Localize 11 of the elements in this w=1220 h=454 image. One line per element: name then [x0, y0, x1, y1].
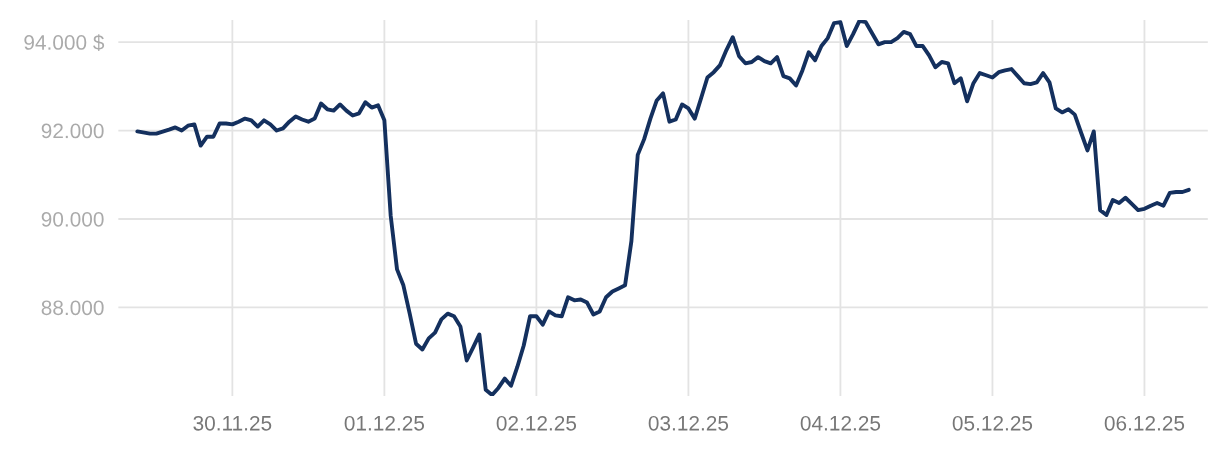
x-tick-label: 01.12.25: [344, 415, 425, 431]
x-tick-label: 05.12.25: [952, 415, 1033, 431]
x-tick-label: 30.11.25: [193, 415, 272, 431]
x-tick-label: 04.12.25: [800, 415, 881, 431]
x-tick-label: 06.12.25: [1104, 415, 1185, 431]
y-tick-label: 94.000 $: [24, 34, 105, 52]
x-tick-label: 02.12.25: [496, 415, 577, 431]
y-tick-label: 90.000: [41, 211, 104, 227]
x-tick-label: 03.12.25: [648, 415, 729, 431]
y-tick-label: 92.000: [41, 123, 104, 139]
y-tick-label: 88.000: [41, 300, 104, 316]
